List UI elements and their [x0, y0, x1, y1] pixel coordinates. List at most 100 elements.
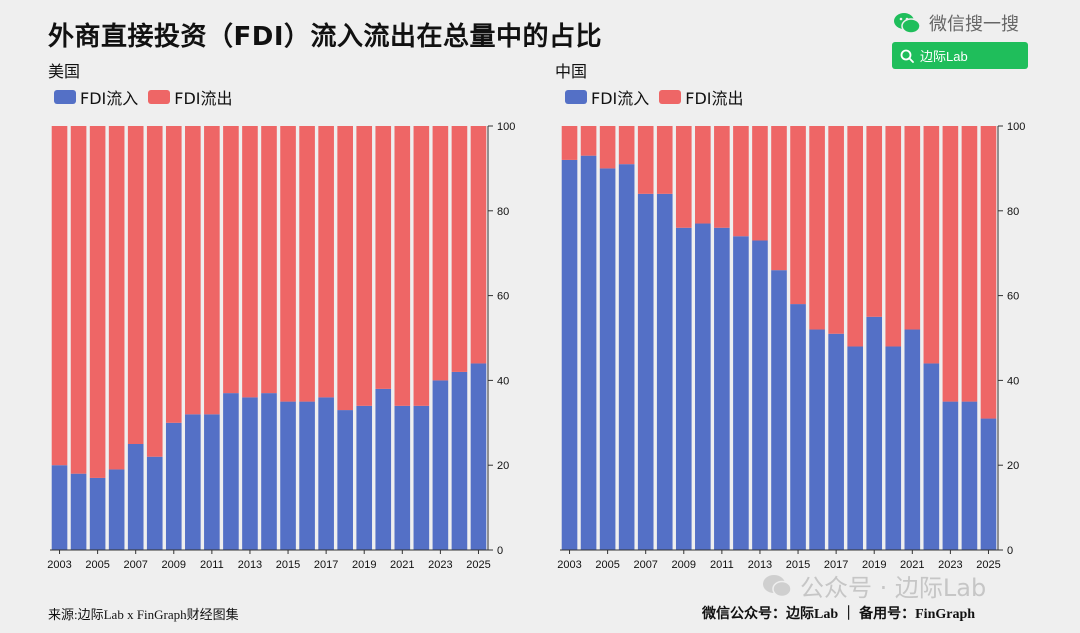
- legend-cn: FDI流入 FDI流出: [565, 85, 744, 109]
- bar-inflow-2021: [904, 329, 921, 550]
- bar-inflow-2020: [885, 346, 902, 550]
- bar-outflow-2018: [337, 126, 353, 411]
- y-tick-label: 20: [497, 460, 509, 472]
- bar-inflow-2016: [299, 401, 315, 550]
- bar-inflow-2013: [752, 240, 768, 550]
- legend-item-inflow[interactable]: FDI流入: [54, 85, 138, 109]
- bar-inflow-2007: [637, 193, 654, 550]
- bar-outflow-2025: [470, 126, 487, 364]
- legend-swatch-outflow: [659, 90, 682, 104]
- bar-outflow-2014: [261, 126, 277, 394]
- bar-inflow-2014: [261, 393, 277, 550]
- bar-outflow-2008: [146, 126, 163, 457]
- bar-inflow-2019: [866, 316, 883, 550]
- bar-inflow-2012: [733, 236, 749, 550]
- x-tick-label: 2005: [85, 559, 109, 568]
- bar-inflow-2008: [146, 456, 163, 550]
- bar-outflow-2012: [733, 126, 749, 237]
- bar-outflow-2010: [185, 126, 201, 415]
- x-tick-label: 2013: [238, 559, 262, 568]
- chart-us: 2003 2005 2007 2009 2011 2013 2015 2017 2019 2021…: [47, 121, 515, 568]
- bar-outflow-2019: [356, 126, 373, 406]
- bar-inflow-2011: [204, 414, 220, 550]
- wechat-search-label: 微信搜一搜: [893, 10, 1019, 36]
- bar-inflow-2011: [714, 227, 730, 550]
- bar-outflow-2011: [714, 126, 730, 228]
- bar-outflow-2022: [923, 126, 940, 364]
- x-tick-label: 2025: [466, 559, 490, 568]
- bar-inflow-2012: [223, 393, 239, 550]
- bar-inflow-2005: [89, 477, 106, 550]
- bar-outflow-2009: [675, 126, 692, 228]
- x-tick-label: 2019: [862, 559, 886, 568]
- bar-outflow-2003: [51, 126, 68, 466]
- bar-outflow-2011: [204, 126, 220, 415]
- legend-item-outflow[interactable]: FDI流出: [659, 85, 744, 109]
- x-tick-label: 2007: [123, 559, 147, 568]
- bar-outflow-2025: [980, 126, 997, 419]
- legend-swatch-inflow: [565, 90, 587, 104]
- bar-inflow-2020: [375, 388, 392, 550]
- legend-label-inflow: FDI流入: [80, 89, 139, 108]
- bar-outflow-2023: [942, 126, 959, 402]
- x-tick-label: 2015: [276, 559, 300, 568]
- bar-outflow-2015: [280, 126, 296, 402]
- bar-inflow-2025: [980, 418, 997, 550]
- x-tick-label: 2011: [200, 559, 224, 568]
- x-tick-label: 2015: [786, 559, 810, 568]
- bar-outflow-2010: [695, 126, 711, 224]
- legend-item-outflow[interactable]: FDI流出: [148, 85, 233, 109]
- x-tick-label: 2009: [672, 559, 696, 568]
- x-tick-label: 2021: [390, 559, 414, 568]
- bar-inflow-2005: [599, 168, 616, 550]
- wechat-label: 微信搜一搜: [929, 14, 1019, 35]
- y-tick-label: 0: [497, 545, 503, 557]
- bar-inflow-2006: [618, 164, 635, 550]
- x-tick-label: 2011: [710, 559, 734, 568]
- bar-outflow-2008: [656, 126, 673, 194]
- bar-inflow-2010: [185, 414, 201, 550]
- y-tick-label: 20: [1007, 460, 1019, 472]
- bar-inflow-2009: [165, 422, 182, 550]
- bar-inflow-2024: [961, 401, 978, 550]
- search-button[interactable]: 边际Lab: [892, 42, 1028, 69]
- y-tick-label: 40: [497, 375, 509, 387]
- search-button-label: 边际Lab: [920, 49, 968, 64]
- x-tick-label: 2021: [900, 559, 924, 568]
- x-tick-label: 2017: [314, 559, 338, 568]
- bar-inflow-2009: [675, 227, 692, 550]
- watermark: 公众号 · 边际Lab: [762, 568, 986, 603]
- legend-us: FDI流入 FDI流出: [54, 85, 233, 109]
- legend-item-inflow[interactable]: FDI流入: [565, 85, 649, 109]
- y-tick-label: 0: [1007, 545, 1013, 557]
- bar-inflow-2003: [561, 159, 578, 551]
- bar-inflow-2010: [695, 223, 711, 550]
- bar-outflow-2003: [561, 126, 578, 160]
- search-icon: [900, 49, 914, 63]
- bar-inflow-2017: [828, 333, 844, 550]
- bar-outflow-2023: [432, 126, 449, 381]
- bar-outflow-2020: [885, 126, 902, 347]
- bar-inflow-2019: [356, 405, 373, 550]
- bar-inflow-2022: [413, 405, 430, 550]
- bar-outflow-2006: [618, 126, 635, 165]
- y-tick-label: 40: [1007, 375, 1019, 387]
- y-tick-label: 80: [497, 206, 509, 218]
- bar-inflow-2018: [337, 410, 353, 550]
- bar-inflow-2007: [127, 444, 144, 550]
- y-tick-label: 60: [497, 291, 509, 303]
- bar-outflow-2019: [866, 126, 883, 317]
- x-tick-label: 2013: [748, 559, 772, 568]
- bar-outflow-2005: [599, 126, 616, 169]
- bar-inflow-2004: [580, 155, 597, 550]
- bar-outflow-2024: [451, 126, 468, 372]
- bar-inflow-2004: [70, 473, 87, 550]
- bar-outflow-2012: [223, 126, 239, 394]
- bar-outflow-2007: [127, 126, 144, 444]
- legend-swatch-inflow: [54, 90, 76, 104]
- bar-inflow-2003: [51, 465, 68, 550]
- bar-inflow-2023: [432, 380, 449, 550]
- bar-outflow-2013: [752, 126, 768, 241]
- legend-label-inflow: FDI流入: [591, 89, 650, 108]
- x-tick-label: 2023: [428, 559, 452, 568]
